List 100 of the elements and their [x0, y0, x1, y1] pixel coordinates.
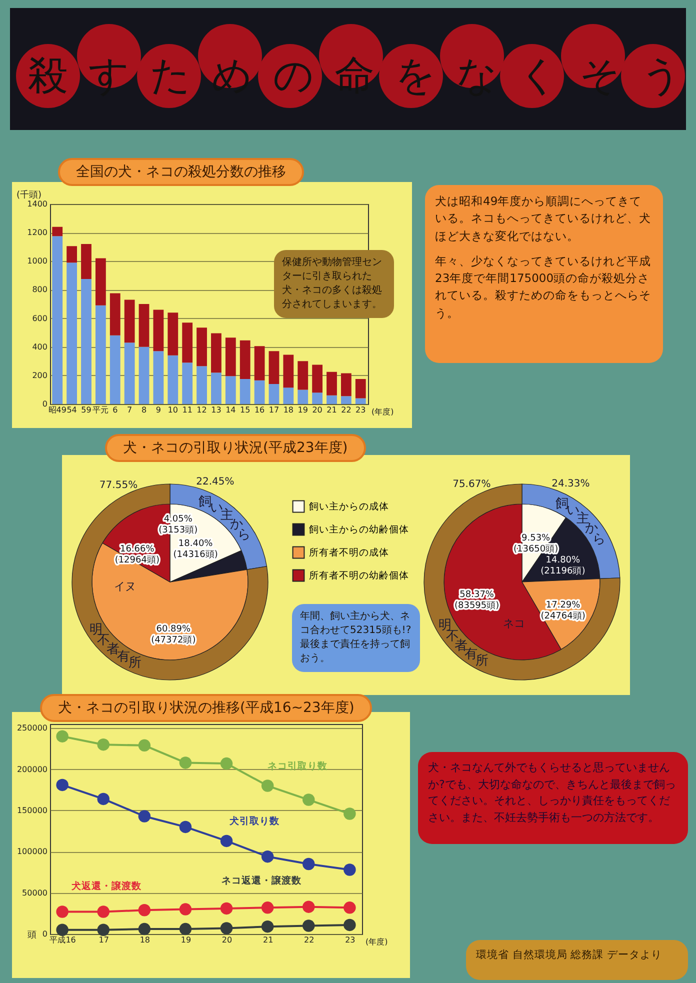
- point: [220, 834, 233, 848]
- point: [138, 739, 151, 752]
- legend-label: 所有者不明の幼齢個体: [309, 570, 409, 582]
- x-tick-label: 19: [180, 936, 192, 944]
- x-tick-label: 18: [283, 406, 294, 414]
- x-tick-label: 19: [298, 406, 308, 414]
- data-label: 77.55%: [99, 480, 138, 491]
- data-label: 17.29% (24764頭): [540, 600, 586, 622]
- x-tick-label: 18: [140, 936, 150, 944]
- point: [138, 904, 151, 916]
- text: 犬は昭和49年度から順調にへってきている。ネコもへってきているけれど、犬ほど大きな変化ではない。: [435, 193, 652, 244]
- data-label: 24.33%: [552, 478, 590, 490]
- y-tick-label: 600: [32, 314, 48, 323]
- series-label: ネコ引取り数: [268, 760, 329, 772]
- series-label: 犬返還・譲渡数: [70, 880, 142, 892]
- y-tick-label: 1000: [27, 256, 48, 266]
- x-tick-label: 13: [211, 406, 222, 414]
- data-label: 58.37% (83595頭): [454, 590, 500, 612]
- text: 年々、少なくなってきているけれど平成23年度で年間175000頭の命が殺処分されている。殺すための命をもっとへらそう。: [435, 252, 652, 322]
- bar: [298, 361, 308, 390]
- bar: [138, 304, 150, 347]
- chart-title: 全国の犬・ネコの殺処分数の推移: [58, 158, 304, 186]
- point: [344, 808, 356, 820]
- bar: [312, 392, 323, 404]
- bar: [340, 396, 352, 404]
- y-tick-label: 100000: [16, 847, 48, 856]
- bar: [312, 364, 323, 393]
- bar: [240, 340, 250, 379]
- y-tick-label: 800: [32, 285, 48, 294]
- point: [56, 730, 68, 742]
- x-tick-label: 平元: [92, 406, 109, 414]
- x-tick-label: 8: [141, 406, 147, 414]
- x-tick-label: 21: [262, 936, 274, 944]
- x-tick-label: 17: [268, 406, 280, 414]
- point: [344, 864, 356, 876]
- point: [302, 858, 315, 870]
- bar: [196, 366, 207, 404]
- x-tick-label: 10: [168, 406, 178, 414]
- bar: [225, 338, 236, 376]
- slice-label: 所有者不明: [89, 622, 142, 671]
- bar: [340, 373, 352, 396]
- series-label: 犬引取り数: [228, 814, 281, 827]
- data-label: 18.40% (14316頭): [173, 538, 218, 560]
- x-tick-label: 23: [356, 406, 366, 414]
- bar: [254, 380, 265, 404]
- bar: [124, 342, 135, 404]
- x-tick-label: 21: [326, 406, 337, 414]
- bar: [355, 379, 366, 398]
- bar: [283, 388, 294, 404]
- legend-label: 所有者不明の成体: [309, 546, 389, 558]
- point: [302, 900, 315, 913]
- point: [97, 738, 110, 751]
- chart-title: 犬・ネコの引取り状況の推移(平成16~23年度): [40, 694, 372, 722]
- x-tick-label: 平成16: [50, 936, 76, 944]
- x-tick-label: 7: [127, 406, 132, 414]
- chart-title: 犬・ネコの引取り状況(平成23年度): [105, 434, 366, 462]
- bar: [355, 398, 366, 404]
- x-tick-label: 22: [341, 406, 352, 414]
- point: [302, 794, 315, 806]
- data-label: 14.80% (21196頭): [540, 555, 586, 576]
- y-tick-label: 1400: [27, 200, 48, 208]
- bar: [182, 362, 193, 404]
- point: [261, 902, 274, 914]
- x-tick-label: 11: [182, 406, 192, 414]
- text: イヌ: [114, 580, 136, 593]
- x-tick-label: 6: [112, 406, 118, 414]
- text: 殺すための命をなくそう: [28, 52, 696, 100]
- bar: [95, 305, 106, 404]
- x-tick-label: 17: [98, 936, 109, 944]
- y-tick-label: 0: [42, 400, 48, 408]
- point: [220, 757, 233, 770]
- x-tick-label: 20: [312, 406, 322, 414]
- point: [261, 850, 274, 863]
- data-label: 22.45%: [196, 476, 234, 488]
- text: ネコ: [503, 617, 525, 630]
- bar: [66, 246, 78, 263]
- x-tick-label: 12: [196, 406, 207, 414]
- bar: [66, 262, 78, 404]
- x-axis-title: (年度): [366, 938, 388, 946]
- bar: [211, 333, 222, 373]
- data-label: 75.67%: [452, 479, 491, 490]
- bar: [95, 258, 106, 306]
- bar: [168, 355, 178, 404]
- point: [179, 903, 192, 916]
- point: [138, 810, 151, 822]
- point: [56, 906, 68, 918]
- y-tick-label: 200000: [16, 764, 48, 774]
- bar: [196, 328, 207, 366]
- y-tick-label: 1200: [27, 228, 48, 238]
- bar: [52, 236, 63, 404]
- bar: [240, 379, 250, 404]
- bar: [283, 354, 294, 388]
- bar: [168, 312, 178, 356]
- point: [261, 780, 274, 792]
- bar: [211, 372, 222, 404]
- bar: [268, 351, 280, 384]
- x-tick-label: 59: [81, 406, 92, 414]
- bar: [298, 390, 308, 404]
- text: ネコ返還・譲渡数: [222, 874, 303, 887]
- y-axis-title: (千頭): [16, 190, 42, 200]
